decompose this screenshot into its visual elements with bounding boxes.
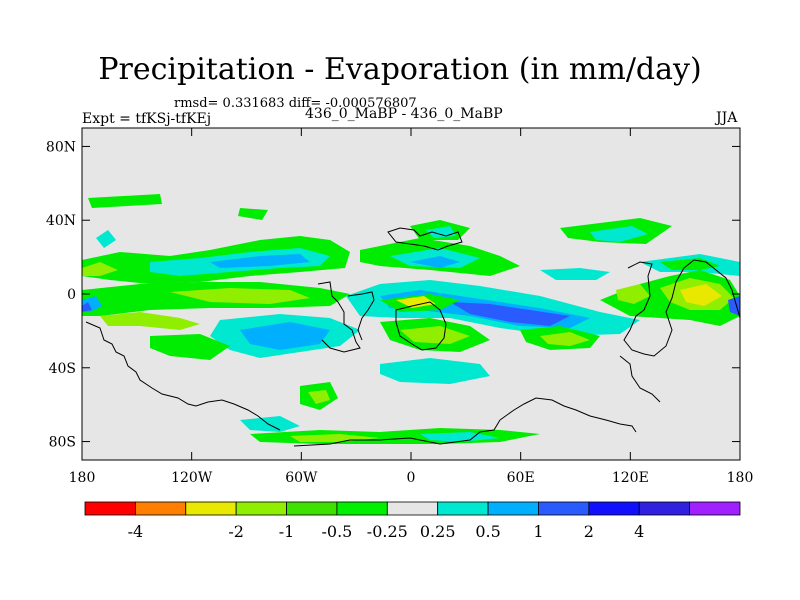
coastline-africa-west xyxy=(347,291,375,341)
field-lightgreen-equator-west xyxy=(170,288,310,304)
field-lightgreen-south-west xyxy=(100,312,200,330)
colorbar-label: -0.5 xyxy=(321,522,352,541)
colorbar-label: 2 xyxy=(584,522,594,541)
colorbar-swatch xyxy=(638,501,691,516)
coastline-asia-pacific xyxy=(623,259,740,357)
field-green-northwest-pacific xyxy=(660,258,720,270)
coastline-africa xyxy=(395,301,447,351)
colorbar-swatch xyxy=(134,501,187,516)
y-tick-label: 40S xyxy=(49,361,76,377)
colorbar-swatch xyxy=(538,501,590,516)
field-lightgreen-south-indian xyxy=(540,332,590,346)
colorbar-label: 4 xyxy=(634,522,644,541)
field-green-south-pacific xyxy=(150,334,230,360)
field-yellow-africa-equator xyxy=(396,296,436,308)
coastline-antarctica-central xyxy=(439,419,501,445)
x-tick-label: 60W xyxy=(285,470,318,486)
season-label: JJA xyxy=(716,110,738,126)
coastlines xyxy=(85,227,740,447)
colorbar-label: -1 xyxy=(279,522,295,541)
colorbar-label: -4 xyxy=(128,522,144,541)
colorbar-swatch xyxy=(437,501,489,516)
x-tick-label: 120W xyxy=(171,470,213,486)
x-tick-label: 120E xyxy=(612,470,649,486)
y-tick-label: 80S xyxy=(49,435,76,451)
coastline-antarctica-west xyxy=(293,437,441,447)
colorbar-swatch xyxy=(286,501,338,516)
colorbar-swatch xyxy=(689,501,741,516)
field-cyan-far-south xyxy=(240,416,300,432)
colorbar-swatch xyxy=(235,501,287,516)
field-blue-west-edge xyxy=(82,302,92,312)
case-label: 436_0_MaBP - 436_0_MaBP xyxy=(305,106,503,122)
experiment-label: Expt = tfKSj-tfKEj xyxy=(82,111,212,127)
field-cyan-nw-pacific xyxy=(96,230,116,248)
plot-title: Precipitation - Evaporation (in mm/day) xyxy=(98,52,702,87)
colorbar-swatch xyxy=(386,501,439,516)
colorbar: -4 -2 -1 -0.5 -0.25 0.25 0.5 1 2 4 xyxy=(84,501,741,541)
field-yellow-maritime xyxy=(680,284,722,306)
y-tick-label: 40N xyxy=(46,213,76,229)
y-tick-label: 80N xyxy=(46,139,76,155)
field-lightgreen-indian xyxy=(616,284,650,304)
field-green-north-pacific xyxy=(88,194,162,208)
x-tick-label: 60E xyxy=(507,470,535,486)
statistics-label: rmsd= 0.331683 diff= -0.000576807 xyxy=(174,96,417,111)
colorbar-swatch xyxy=(84,501,136,516)
field-lightblue-atlantic-north xyxy=(410,256,460,268)
field-lightblue-north-tropics xyxy=(210,254,310,268)
colorbar-swatch xyxy=(185,501,237,516)
coastline-antarctica-east xyxy=(499,397,637,433)
x-tick-label: 0 xyxy=(407,470,416,486)
field-lightblue-south-central xyxy=(240,322,330,350)
field-lightgreen-south-atlantic xyxy=(400,326,470,344)
field-green-north-america xyxy=(238,208,268,220)
axis-ticks: 180 120W 60W 0 60E 120E 180 80N 40N 0 40S 80S xyxy=(46,128,753,486)
field-blue-east-edge xyxy=(728,296,740,316)
x-tick-label: 180 xyxy=(727,470,754,486)
colorbar-label: 0.25 xyxy=(420,522,456,541)
field-lightgreen-west xyxy=(82,262,118,276)
colorbar-label: 1 xyxy=(533,522,543,541)
colorbar-swatch xyxy=(336,501,388,516)
field-lightgreen-south-atlantic-low xyxy=(308,390,330,404)
colorbar-label: -2 xyxy=(228,522,244,541)
field-cyan-north-asia xyxy=(590,226,648,242)
colorbar-label: -0.25 xyxy=(367,522,408,541)
colorbar-swatch xyxy=(588,501,640,516)
contour-fields xyxy=(82,194,740,444)
coastline-south-america-east xyxy=(317,281,361,353)
y-tick-label: 0 xyxy=(67,287,76,303)
field-blue-equator-east xyxy=(450,302,570,326)
field-cyan-antarctic-fringe xyxy=(420,432,500,442)
coastline-south-america-west xyxy=(85,321,281,431)
field-cyan-arabian xyxy=(540,268,610,280)
x-tick-label: 180 xyxy=(69,470,96,486)
field-cyan-southern-ocean xyxy=(380,358,490,384)
coastline-europe xyxy=(387,227,463,251)
colorbar-label: 0.5 xyxy=(475,522,500,541)
coastline-australia xyxy=(619,355,661,403)
colorbar-swatch xyxy=(487,501,539,516)
